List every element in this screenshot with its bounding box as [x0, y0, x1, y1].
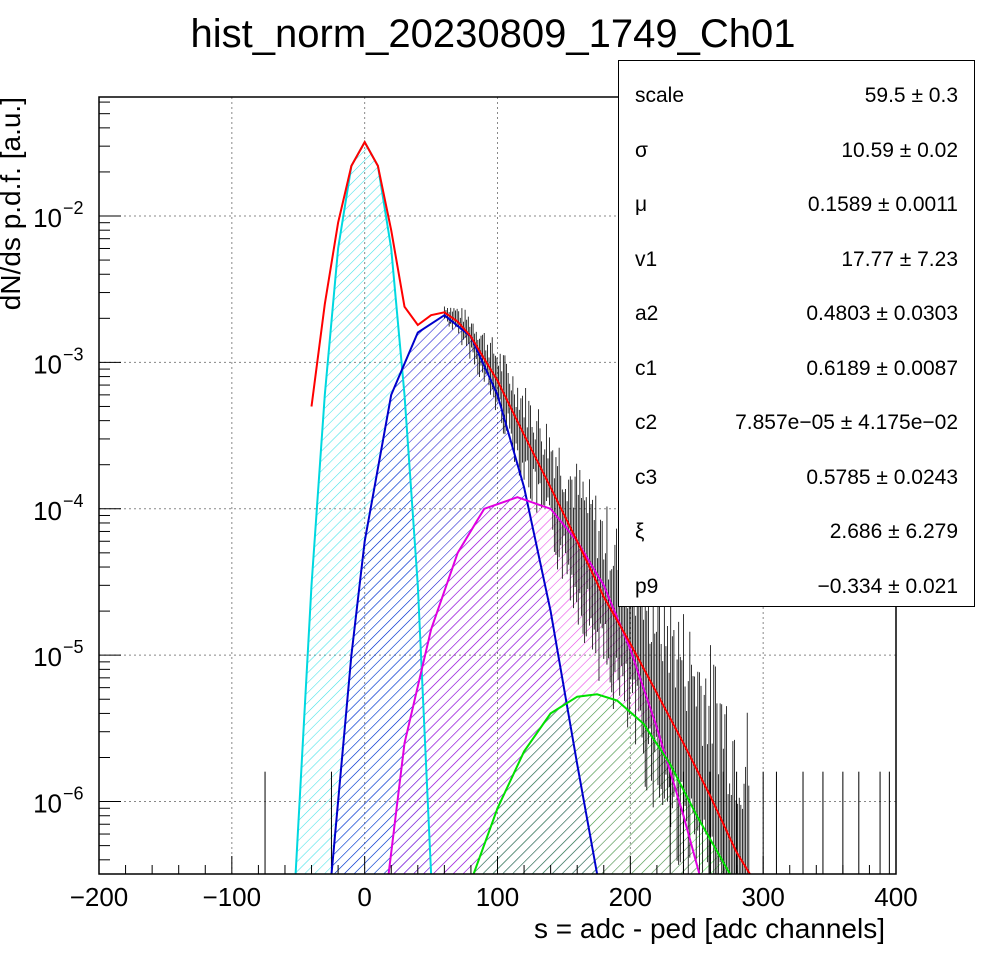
stats-key: p9	[635, 574, 659, 598]
y-tick-label: 10	[33, 496, 62, 526]
fit-curves	[294, 140, 751, 875]
stats-value: 59.5 ± 0.3	[864, 84, 958, 107]
x-tick-labels: −200 −100 0 100 200 300 400	[70, 882, 918, 912]
stats-row: a2 0.4803 ± 0.0303	[619, 284, 974, 338]
x-tick-label: 200	[609, 882, 652, 912]
component-curve-2	[387, 496, 701, 875]
stats-value: 2.686 ± 6.279	[829, 520, 958, 543]
stats-row: c3 0.5785 ± 0.0243	[619, 448, 974, 502]
stats-row: scale 59.5 ± 0.3	[619, 66, 974, 120]
y-tick-exponent: −6	[63, 784, 84, 804]
y-tick-exponent: −3	[63, 344, 84, 364]
x-tick-label: 0	[357, 882, 371, 912]
x-tick-label: 100	[476, 882, 519, 912]
stats-value: 17.77 ± 7.23	[841, 247, 958, 271]
x-tick-label: −200	[70, 882, 129, 912]
stats-row: μ 0.1589 ± 0.0011	[619, 175, 974, 229]
axis-ticks	[98, 101, 897, 874]
chart-title: hist_norm_20230809_1749_Ch01	[191, 12, 796, 56]
fill-areas	[295, 142, 730, 875]
stats-key: c2	[635, 411, 658, 434]
y-tick-label: 10	[33, 349, 62, 379]
component-curve-1	[330, 313, 599, 875]
stats-value: 0.6189 ± 0.0087	[806, 356, 958, 380]
total-fit-curve	[310, 140, 751, 875]
y-axis-label: dN/ds p.d.f. [a.u.]	[0, 97, 26, 310]
stats-key: a2	[635, 302, 659, 325]
stats-value: 0.4803 ± 0.0303	[806, 302, 958, 325]
stats-key: scale	[635, 84, 685, 107]
x-tick-label: 400	[874, 882, 917, 912]
stats-key: v1	[635, 247, 658, 271]
stats-row: c1 0.6189 ± 0.0087	[619, 339, 974, 393]
y-tick-exponent: −4	[63, 491, 84, 511]
fit-stats-box: scale 59.5 ± 0.3 σ 10.59 ± 0.02 μ 0.1589 ± 0.…	[618, 60, 975, 607]
stats-row: p9 −0.334 ± 0.021	[619, 557, 974, 611]
stats-value: 0.1589 ± 0.0011	[807, 193, 958, 216]
stats-key: ξ	[635, 520, 645, 543]
component-curve-3	[472, 693, 731, 875]
stats-value: 0.5785 ± 0.0243	[806, 465, 958, 489]
stats-row: c2 7.857e−05 ± 4.175e−02	[619, 393, 974, 447]
y-tick-label: 10	[33, 642, 62, 672]
stats-key: c3	[635, 465, 658, 489]
y-tick-exponent: −2	[63, 198, 84, 218]
y-tick-label: 10	[33, 203, 62, 233]
peak-fill-3	[473, 694, 730, 874]
stats-value: −0.334 ± 0.021	[817, 574, 958, 598]
x-axis-label: s = adc - ped [adc channels]	[534, 913, 885, 944]
stats-key: σ	[635, 138, 648, 162]
stats-row: σ 10.59 ± 0.02	[619, 121, 974, 175]
stats-row: ξ 2.686 ± 6.279	[619, 502, 974, 556]
x-tick-label: 300	[741, 882, 784, 912]
stats-key: c1	[635, 356, 658, 380]
y-tick-exponent: −5	[63, 637, 84, 657]
y-tick-labels: 10−210−310−410−510−6	[33, 198, 83, 819]
stats-key: μ	[635, 193, 648, 216]
stats-value: 10.59 ± 0.02	[841, 138, 958, 162]
stats-row: v1 17.77 ± 7.23	[619, 230, 974, 284]
x-tick-label: −100	[203, 882, 262, 912]
y-tick-label: 10	[33, 789, 62, 819]
stats-value: 7.857e−05 ± 4.175e−02	[735, 411, 958, 434]
